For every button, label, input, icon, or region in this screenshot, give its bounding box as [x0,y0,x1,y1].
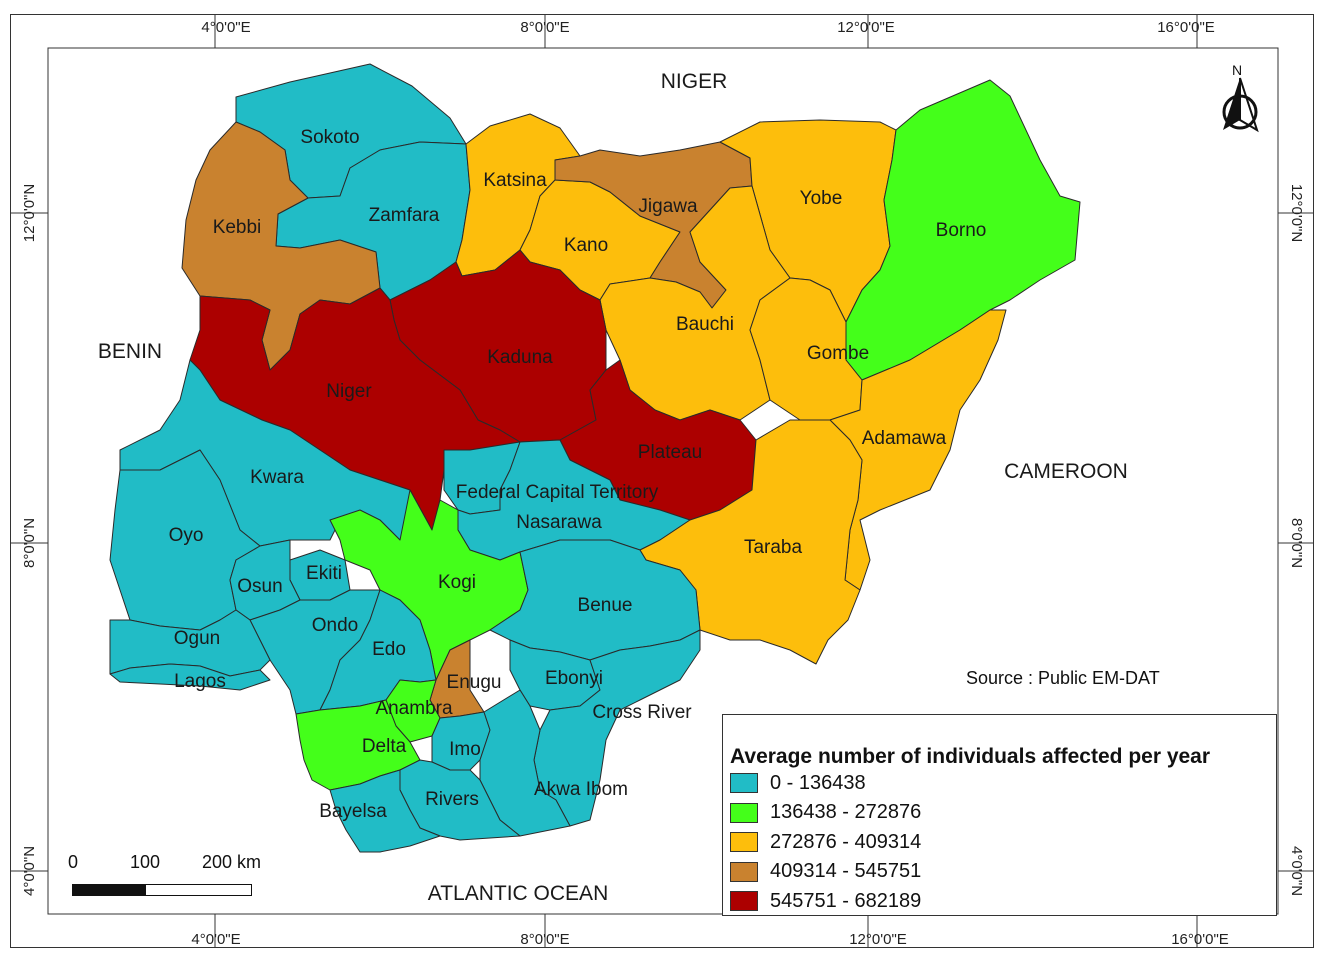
source-text: Source : Public EM-DAT [966,668,1160,688]
state-label-delta: Delta [362,736,407,757]
state-label-nasarawa: Nasarawa [516,512,602,533]
state-label-sokoto: Sokoto [300,127,359,148]
state-label-jigawa: Jigawa [638,196,698,217]
lon-label-top-8e: 8°0'0"E [520,19,569,36]
lon-label-bottom-8e: 8°0'0"E [520,931,569,948]
scale-label-0: 0 [68,852,79,872]
lat-label-right-8n: 8°0'0"N [1288,518,1305,568]
legend-swatch [730,832,758,852]
state-label-borno: Borno [936,220,987,241]
lat-label-right-4n: 4°0'0"N [1288,846,1305,896]
state-label-edo: Edo [372,639,406,660]
label-niger-country: NIGER [661,70,728,93]
legend-item: 136438 - 272876 [730,801,921,825]
state-label-imo: Imo [449,739,481,760]
state-label-benue: Benue [578,595,633,616]
state-bayelsa [329,769,441,853]
state-label-anambra: Anambra [375,698,453,719]
map-frame [10,14,1314,948]
state-label-ebonyi: Ebonyi [545,668,603,689]
state-label-rivers: Rivers [425,789,479,810]
state-label-osun: Osun [237,576,282,597]
legend-label: 0 - 136438 [770,771,866,794]
legend-swatch [730,891,758,911]
legend-item: 409314 - 545751 [730,860,921,884]
scale-label-200: 200 km [202,852,262,872]
lon-label-top-16e: 16°0'0"E [1157,19,1215,36]
state-label-oyo: Oyo [169,525,204,546]
lat-label-left-12n: 12°0'0"N [21,184,38,242]
legend-item: 0 - 136438 [730,771,866,795]
state-label-akwa-ibom: Akwa Ibom [534,779,628,800]
state-lagos [109,663,271,691]
legend-label: 136438 - 272876 [770,801,922,823]
state-label-kogi: Kogi [438,572,476,593]
legend: Average number of individuals affected p… [722,714,1277,916]
label-atlantic-ocean: ATLANTIC OCEAN [428,882,608,905]
scale-bar-segment [73,885,146,895]
lon-label-top-12e: 12°0'0"E [837,19,895,36]
state-label-niger: Niger [326,381,372,402]
state-label-lagos: Lagos [174,671,226,692]
state-label-adamawa: Adamawa [862,428,947,449]
legend-item: 272876 - 409314 [730,830,921,854]
lat-label-left-4n: 4°0'0"N [21,846,38,896]
label-benin: BENIN [98,340,162,363]
scale-bar-graphic [72,884,252,896]
legend-swatch [730,802,758,823]
state-label-bauchi: Bauchi [676,314,734,335]
state-label-ondo: Ondo [312,615,358,636]
legend-label: 409314 - 545751 [770,860,922,882]
state-label-kano: Kano [564,235,608,256]
legend-swatch [730,861,758,882]
lat-label-left-8n: 8°0'0"N [21,518,38,568]
legend-label: 272876 - 409314 [770,830,922,853]
state-label-yobe: Yobe [800,188,843,209]
state-label-ekiti: Ekiti [306,563,342,584]
state-label-ogun: Ogun [174,628,220,649]
state-label-taraba: Taraba [744,537,803,558]
state-label-federal-capital-territory: Federal Capital Territory [456,482,659,503]
state-label-kebbi: Kebbi [213,217,262,238]
state-label-katsina: Katsina [483,170,547,191]
lon-label-bottom-16e: 16°0'0"E [1171,931,1229,948]
lat-label-right-12n: 12°0'0"N [1288,184,1305,242]
state-label-enugu: Enugu [447,672,502,693]
state-label-gombe: Gombe [807,343,869,364]
state-cross-river [533,629,701,827]
north-label: N [1232,62,1243,78]
state-label-zamfara: Zamfara [369,205,440,226]
north-arrow-icon [1222,77,1259,133]
scale-label-100: 100 [130,852,161,872]
lon-label-bottom-12e: 12°0'0"E [849,931,907,948]
lon-label-bottom-4e: 4°0'0"E [191,931,240,948]
legend-title: Average number of individuals affected p… [730,745,1211,768]
state-label-kaduna: Kaduna [487,347,553,368]
scale-bar: 0 100 200 km [62,852,272,902]
state-akwa-ibom [479,689,571,837]
lon-label-top-4e: 4°0'0"E [201,19,250,36]
legend-item: 545751 - 682189 [730,889,921,913]
state-label-kwara: Kwara [250,467,304,488]
legend-label: 545751 - 682189 [770,889,922,912]
state-label-bayelsa: Bayelsa [319,801,387,822]
state-label-cross-river: Cross River [592,702,692,723]
label-cameroon: CAMEROON [1004,460,1128,483]
legend-swatch [730,773,758,793]
state-label-plateau: Plateau [638,442,702,463]
